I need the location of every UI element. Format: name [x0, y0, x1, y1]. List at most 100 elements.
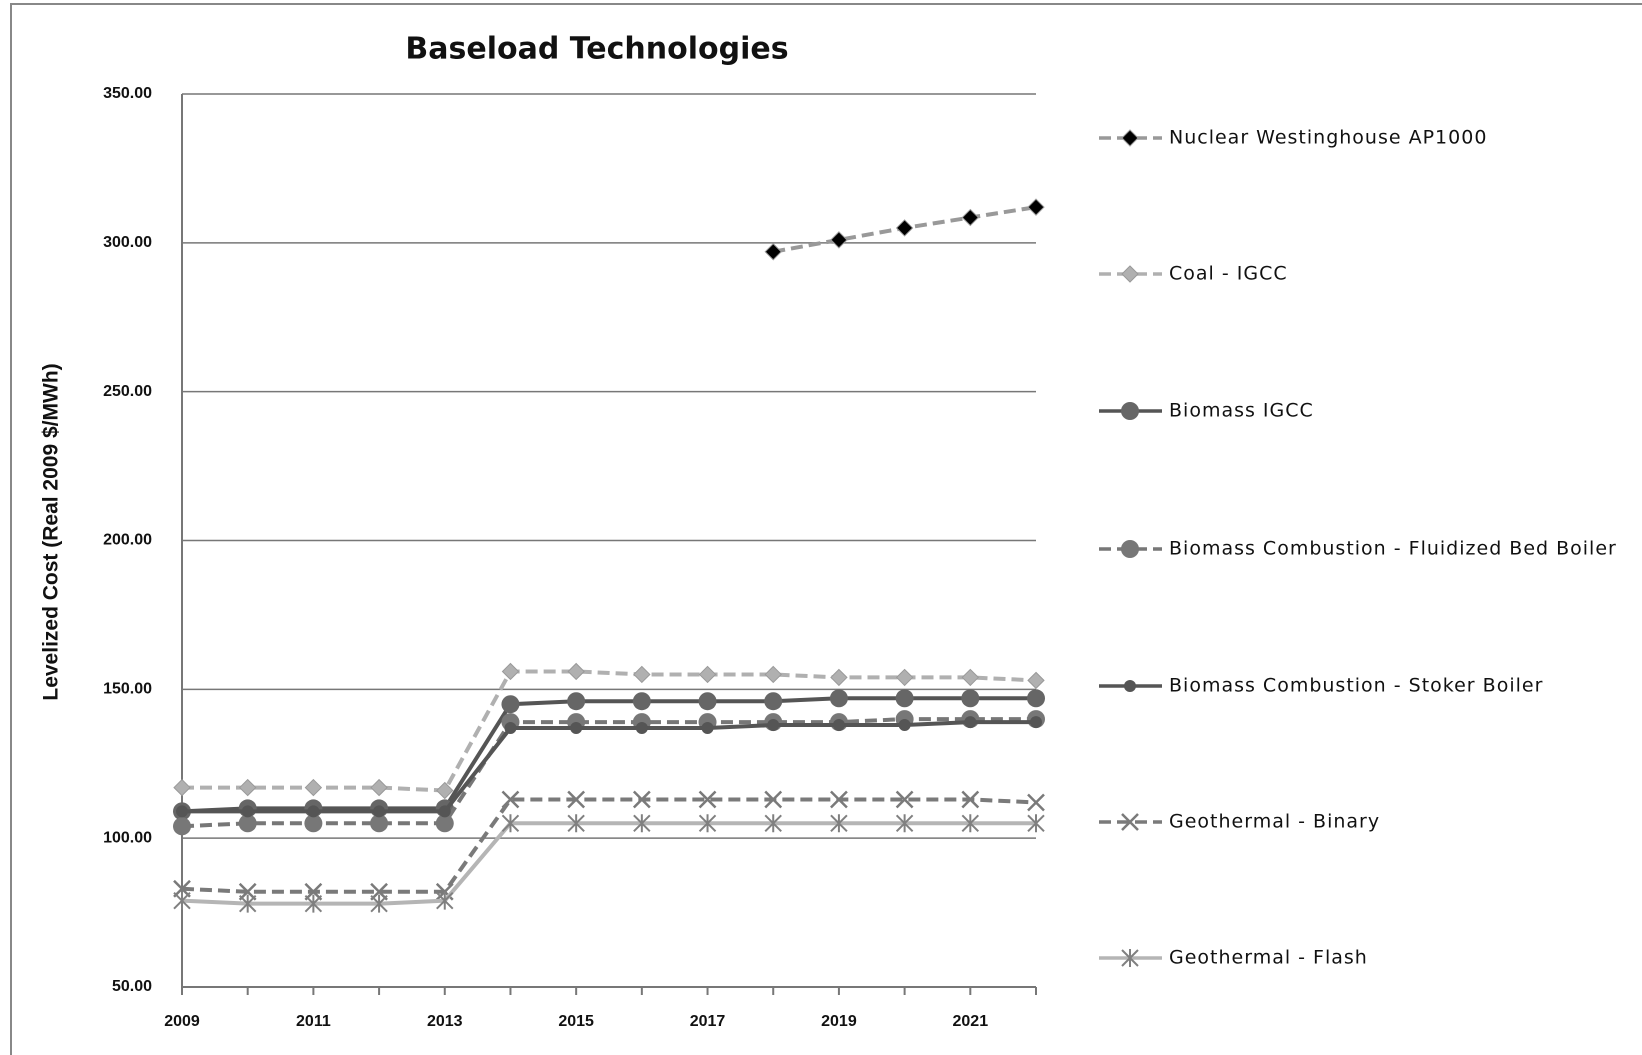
marker	[829, 689, 848, 708]
marker	[830, 231, 848, 249]
y-axis-label: Levelized Cost (Real 2009 $/MWh)	[40, 363, 63, 700]
marker	[961, 814, 980, 833]
marker	[633, 814, 651, 833]
series-line	[181, 717, 1036, 829]
marker	[698, 692, 717, 711]
legend-label: Biomass Combustion - Stoker Boiler	[1169, 675, 1543, 697]
marker	[438, 805, 451, 818]
marker	[1121, 540, 1139, 558]
marker	[633, 665, 651, 684]
marker	[1027, 671, 1045, 690]
x-tick-label: 2013	[427, 1013, 463, 1030]
marker	[1121, 402, 1139, 420]
legend-label: Nuclear Westinghouse AP1000	[1169, 127, 1487, 149]
y-tick-label: 150.00	[103, 681, 152, 698]
marker	[373, 805, 386, 818]
y-tick-label: 200.00	[103, 532, 152, 549]
marker	[895, 668, 914, 687]
marker	[961, 689, 980, 708]
marker	[1027, 814, 1045, 833]
marker	[635, 722, 648, 735]
marker	[632, 692, 651, 711]
y-tick-label: 300.00	[103, 234, 152, 251]
marker	[1027, 689, 1045, 708]
marker	[698, 790, 717, 809]
y-tick-label: 50.00	[112, 978, 152, 995]
marker	[961, 668, 980, 687]
marker	[173, 891, 191, 910]
marker	[370, 894, 388, 913]
marker	[698, 665, 717, 684]
marker	[501, 695, 520, 714]
marker	[173, 778, 191, 797]
marker	[898, 719, 911, 732]
x-tick-label: 2015	[558, 1013, 594, 1030]
marker	[370, 778, 388, 797]
series	[173, 689, 1045, 821]
marker	[961, 208, 980, 227]
marker	[504, 722, 517, 735]
marker	[370, 814, 389, 833]
marker	[238, 778, 257, 797]
series	[764, 198, 1045, 261]
marker	[895, 219, 914, 237]
series	[173, 814, 1045, 913]
legend-label: Biomass IGCC	[1169, 400, 1314, 422]
marker	[1121, 265, 1139, 283]
x-tick-label: 2017	[690, 1013, 726, 1030]
x-tick-label: 2019	[821, 1013, 857, 1030]
marker	[767, 719, 780, 732]
marker	[830, 814, 848, 833]
marker	[501, 662, 520, 681]
y-tick-label: 100.00	[103, 829, 152, 846]
marker	[304, 894, 323, 913]
marker	[173, 817, 191, 836]
x-tick-label: 2021	[953, 1013, 989, 1030]
marker	[567, 790, 586, 809]
legend-label: Geothermal - Flash	[1169, 947, 1368, 969]
series-line	[182, 720, 1036, 814]
marker	[701, 722, 714, 735]
marker	[304, 814, 323, 833]
marker	[764, 243, 782, 261]
marker	[632, 790, 651, 809]
x-tick-label: 2009	[164, 1013, 200, 1030]
series-line	[181, 821, 1036, 906]
x-tick-label: 2011	[296, 1013, 331, 1030]
marker	[895, 814, 914, 833]
marker	[304, 778, 323, 797]
marker	[895, 790, 914, 809]
marker	[1121, 129, 1139, 147]
marker	[830, 790, 848, 809]
chart-frame	[10, 3, 1642, 1055]
marker	[238, 894, 257, 913]
legend-label: Geothermal - Binary	[1169, 811, 1380, 833]
marker	[436, 891, 454, 910]
marker	[570, 722, 583, 735]
marker	[307, 805, 320, 818]
marker	[1124, 680, 1136, 692]
marker	[764, 790, 783, 809]
marker	[964, 716, 977, 729]
y-tick-label: 250.00	[103, 383, 152, 400]
series	[176, 716, 1042, 818]
marker	[1027, 198, 1045, 216]
marker	[764, 692, 783, 711]
marker	[436, 781, 454, 800]
marker	[1027, 793, 1045, 812]
marker	[238, 814, 257, 833]
marker	[961, 790, 980, 809]
marker	[176, 805, 188, 818]
marker	[832, 719, 845, 732]
marker	[698, 814, 717, 833]
marker	[1121, 949, 1139, 967]
y-tick-label: 350.00	[103, 85, 152, 102]
marker	[1030, 716, 1042, 729]
marker	[567, 814, 585, 833]
series	[173, 662, 1045, 800]
marker	[501, 814, 520, 833]
marker	[567, 662, 585, 681]
marker	[830, 668, 848, 687]
series-line	[181, 797, 1037, 894]
